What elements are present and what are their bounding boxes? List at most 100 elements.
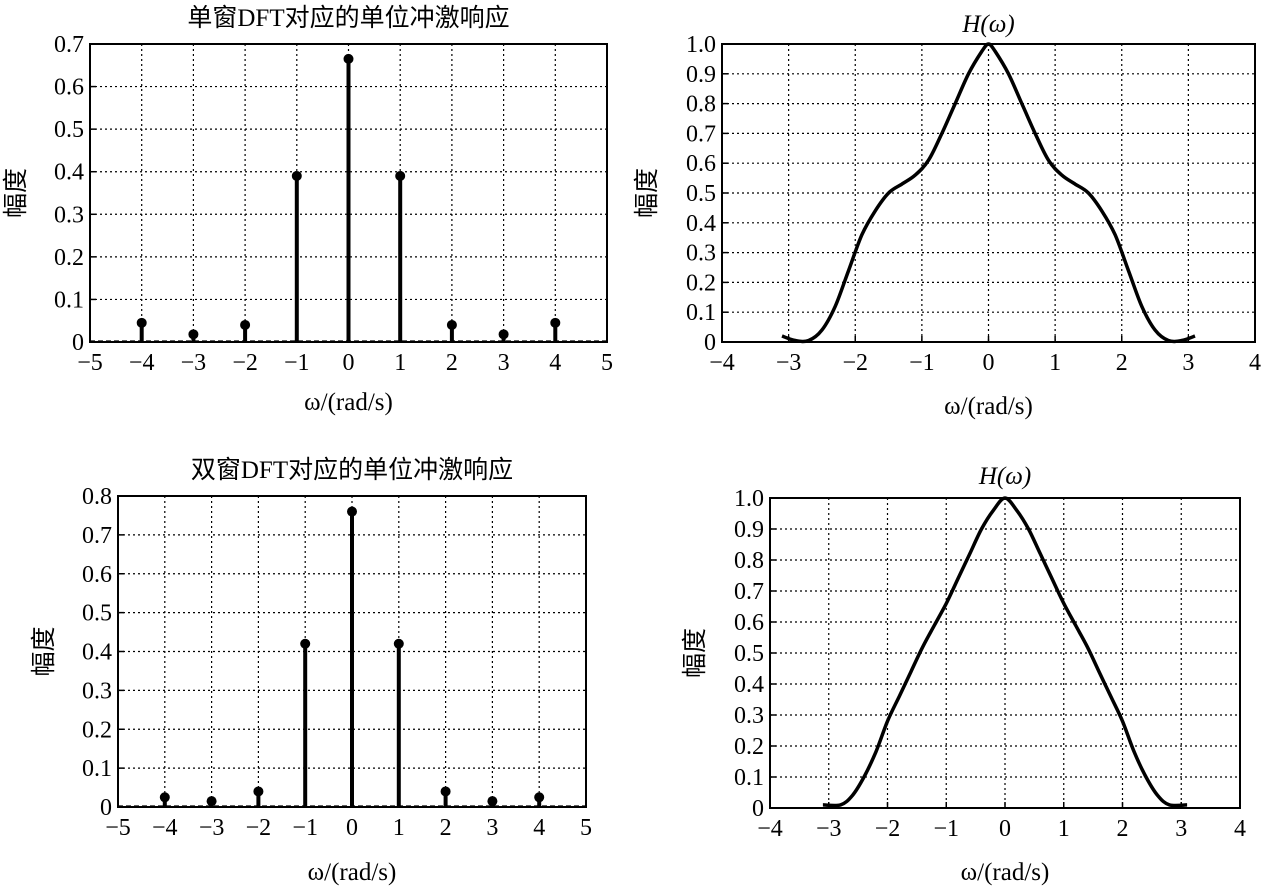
y-tick-label: 0.1 (686, 300, 716, 326)
x-axis-label: ω/(rad/s) (944, 393, 1033, 420)
y-tick-label: 0.4 (686, 211, 716, 237)
y-tick-label: 0.4 (734, 672, 764, 698)
y-tick-label: 0.7 (734, 579, 764, 605)
x-axis-label: ω/(rad/s) (304, 389, 393, 416)
y-tick-label: 0.5 (54, 117, 84, 143)
chart-bottom-right-frequency-response: −4 −3 −2 −1 0 1 2 3 4 0 0.1 0.2 0.3 0.4 0.5 0.6 0.7 0.8 0.… (681, 463, 1246, 886)
y-tick-label: 0 (704, 330, 716, 356)
chart-title: 单窗DFT对应的单位冲激响应 (187, 4, 509, 32)
stem-marker (300, 638, 311, 649)
series-line (822, 496, 1188, 808)
stem-marker (487, 796, 498, 807)
x-tick-label: 0 (343, 350, 355, 376)
y-tick-label: 0.3 (734, 703, 764, 729)
stem-marker (291, 170, 302, 181)
y-tick-label: 0.8 (82, 484, 112, 510)
y-tick-label: 0.9 (686, 62, 716, 88)
x-tick-label: 2 (440, 815, 452, 841)
x-tick-label: 2 (446, 350, 458, 376)
y-tick-label: 0.8 (686, 92, 716, 118)
y-tick-label: 0.2 (734, 734, 764, 760)
chart-title: 双窗DFT对应的单位冲激响应 (191, 456, 513, 484)
y-tick-label: 0 (100, 795, 112, 821)
y-tick-label: 0.7 (686, 121, 716, 147)
y-tick-label: 0.4 (82, 640, 112, 666)
series-line (781, 42, 1196, 344)
x-tick-label: −2 (842, 350, 868, 376)
chart-top-right-frequency-response: −4 −3 −2 −1 0 1 2 3 4 0 0.1 0.2 0.3 0.4 0.5 0.6 0.7 0.8 0.… (633, 11, 1261, 420)
y-axis-label: 幅度 (2, 168, 30, 218)
x-tick-label: −3 (816, 816, 842, 842)
y-tick-label: 0.7 (82, 523, 112, 549)
x-tick-label: −3 (776, 350, 802, 376)
y-tick-label: 0.5 (686, 181, 716, 207)
y-tick-label: 0.3 (82, 678, 112, 704)
stem-marker (393, 638, 404, 649)
y-tick-label: 0.6 (54, 75, 84, 101)
x-tick-label: 4 (533, 815, 545, 841)
stem-marker (240, 319, 251, 330)
stem-marker (440, 786, 451, 797)
x-tick-label: 3 (1175, 816, 1187, 842)
stem-marker (550, 317, 561, 328)
y-tick-label: 0.6 (734, 610, 764, 636)
y-tick-label: 0.2 (82, 717, 112, 743)
x-tick-label: 0 (999, 816, 1011, 842)
x-tick-label: −1 (292, 815, 318, 841)
x-tick-label: 4 (1249, 350, 1261, 376)
y-tick-label: 0.3 (686, 241, 716, 267)
x-tick-label: 3 (1182, 350, 1194, 376)
y-tick-label: 0.3 (54, 202, 84, 228)
y-axis-label: 幅度 (30, 626, 58, 676)
x-tick-label: −4 (129, 350, 155, 376)
y-tick-label: 0.5 (82, 601, 112, 627)
stem-marker (159, 792, 170, 803)
x-tick-label: 1 (394, 350, 406, 376)
x-tick-label: 5 (580, 815, 592, 841)
x-tick-label: 3 (486, 815, 498, 841)
x-tick-label: −2 (232, 350, 258, 376)
y-tick-label: 0.4 (54, 160, 84, 186)
x-tick-label: 2 (1116, 350, 1128, 376)
y-tick-label: 0.6 (82, 562, 112, 588)
y-tick-label: 0.1 (82, 756, 112, 782)
chart-top-left-impulse-response: −5 −4 −3 −2 −1 0 1 2 3 4 5 0 0.1 0.2 0.3 0.4 0.5 0.6 0.7 单窗… (2, 4, 613, 416)
x-tick-label: 1 (1058, 816, 1070, 842)
x-axis-label: ω/(rad/s) (961, 859, 1050, 886)
stem-marker (188, 329, 199, 340)
x-tick-label: 2 (1117, 816, 1129, 842)
stem-marker (395, 170, 406, 181)
x-tick-label: −5 (105, 815, 131, 841)
chart-title: H(ω) (978, 463, 1031, 490)
x-tick-label: −3 (181, 350, 207, 376)
x-tick-label: 0 (983, 350, 995, 376)
y-axis-label: 幅度 (681, 628, 709, 678)
x-tick-label: −4 (152, 815, 178, 841)
y-tick-label: 0.7 (54, 32, 84, 58)
stem-marker (136, 317, 147, 328)
y-tick-label: 1.0 (686, 32, 716, 58)
x-tick-label: 4 (549, 350, 561, 376)
stem-marker (347, 506, 357, 517)
y-tick-label: 0 (752, 796, 764, 822)
y-tick-label: 1.0 (734, 486, 764, 512)
x-tick-label: −1 (933, 816, 959, 842)
x-tick-label: −3 (199, 815, 225, 841)
y-tick-label: 0 (72, 330, 84, 356)
x-tick-label: −5 (77, 350, 103, 376)
y-tick-label: 0.2 (686, 270, 716, 296)
chart-bottom-left-impulse-response: −5 −4 −3 −2 −1 0 1 2 3 4 5 0 0.1 0.2 0.3 0.4 0.5 0.6 0.7 0.… (30, 456, 592, 886)
y-tick-label: 0.5 (734, 641, 764, 667)
stem-marker (498, 329, 509, 340)
y-tick-label: 0.6 (686, 151, 716, 177)
y-tick-label: 0.9 (734, 517, 764, 543)
y-tick-label: 0.2 (54, 245, 84, 271)
x-axis-label: ω/(rad/s) (308, 859, 397, 886)
chart-title: H(ω) (961, 11, 1014, 38)
stem-marker (206, 796, 217, 807)
stem-marker (534, 792, 545, 803)
x-tick-label: 4 (1234, 816, 1246, 842)
stem-marker (253, 786, 264, 797)
x-tick-label: −1 (284, 350, 310, 376)
x-tick-label: −4 (709, 350, 735, 376)
